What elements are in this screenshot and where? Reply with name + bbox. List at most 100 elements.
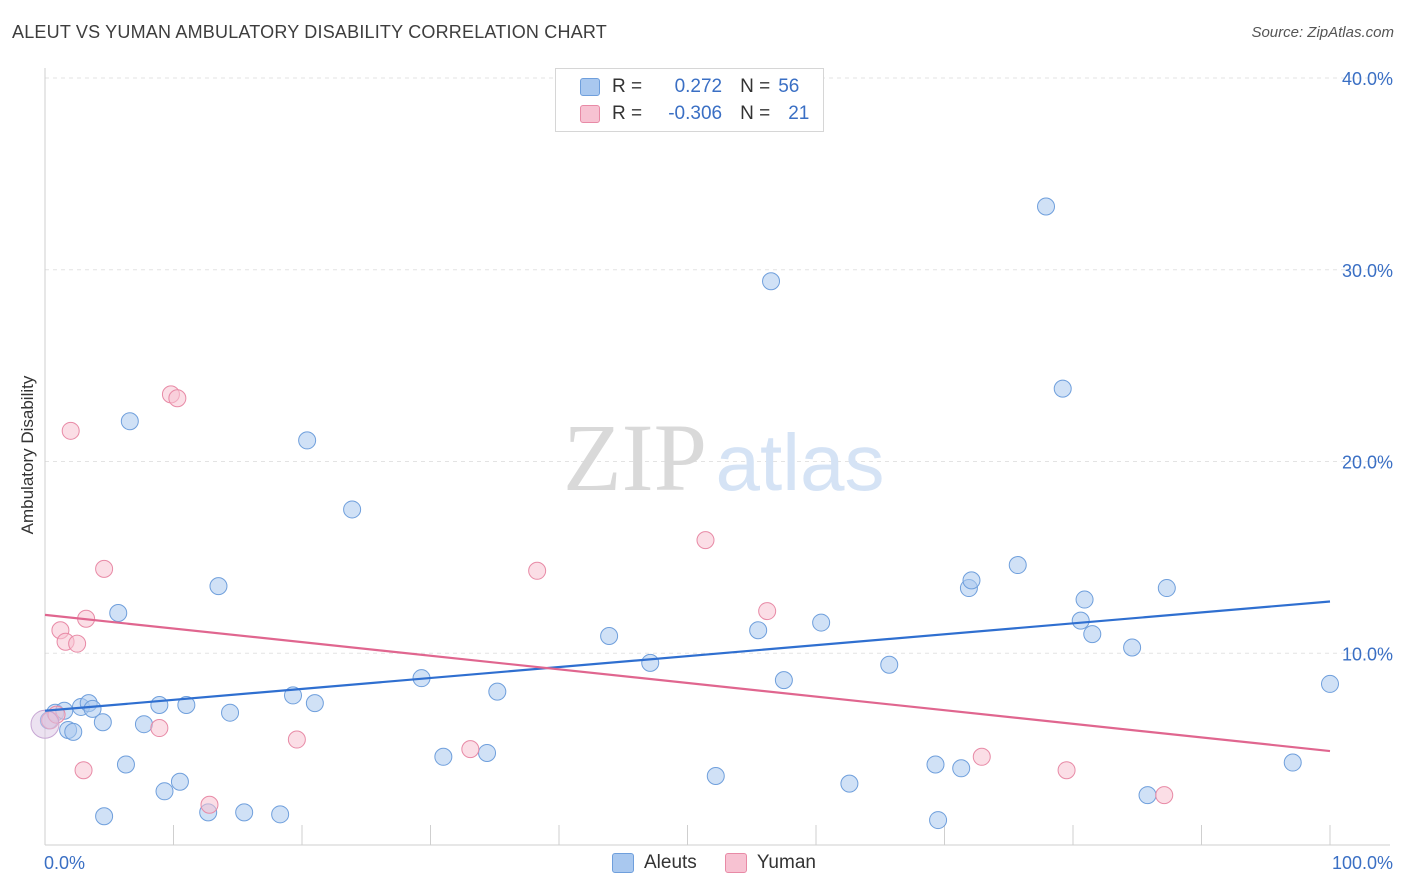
aleuts-point (434, 747, 453, 766)
aleuts-point (1123, 638, 1142, 657)
aleuts-point (221, 703, 240, 722)
aleuts-point (1283, 753, 1302, 772)
aleuts-point (762, 272, 781, 291)
y-tick-label: 30.0% (1342, 261, 1393, 281)
yuman-point (61, 421, 80, 440)
aleuts-point (962, 571, 981, 590)
cluster-point (30, 709, 60, 739)
aleuts-point (1075, 590, 1094, 609)
aleuts-point (150, 696, 169, 715)
aleuts-point (952, 759, 971, 778)
series-legend-aleuts: Aleuts (612, 852, 697, 874)
yuman-point (972, 747, 991, 766)
data-points (30, 197, 1339, 830)
aleuts-point (600, 626, 619, 645)
trend-lines (44, 600, 1331, 753)
aleuts-point (1071, 611, 1090, 630)
legend-swatch-yuman (580, 105, 600, 123)
aleuts-point (774, 671, 793, 690)
yuman-trend-line (44, 613, 1331, 753)
legend-n-label: N = (740, 76, 771, 97)
y-tick-label: 20.0% (1342, 453, 1393, 473)
aleuts-point (1008, 556, 1027, 575)
legend-r-label: R = (612, 76, 643, 97)
grid-lines (45, 77, 1390, 654)
yuman-point (696, 531, 715, 550)
yuman-point (1155, 786, 1174, 805)
yuman-point (150, 719, 169, 738)
legend-swatch-aleuts (580, 78, 600, 96)
aleuts-point (1321, 674, 1339, 693)
series-swatch-aleuts (612, 853, 634, 873)
legend-n-value: 21 (788, 103, 810, 124)
watermark: ZIP atlas (563, 404, 884, 511)
aleuts-point (177, 696, 196, 715)
legend-row-aleuts: R = 0.272 N = 56 (580, 75, 799, 99)
aleuts-point (1157, 579, 1176, 598)
aleuts-point (64, 722, 83, 741)
watermark-atlas: atlas (716, 418, 885, 507)
aleuts-point (926, 755, 945, 774)
aleuts-trend-line (44, 600, 1331, 712)
aleuts-point (155, 782, 174, 801)
aleuts-point (93, 713, 112, 732)
aleuts-point (749, 621, 768, 640)
legend-r-label: R = (612, 103, 643, 124)
aleuts-point (170, 772, 189, 791)
aleuts-point (109, 603, 128, 622)
x-tick-label-max: 100.0% (1332, 853, 1393, 873)
yuman-point (200, 795, 219, 814)
legend-r-value: 0.272 (674, 76, 723, 97)
series-legend: Aleuts Yuman (612, 852, 844, 874)
yuman-point (95, 559, 114, 578)
aleuts-point (120, 412, 139, 431)
yuman-point (68, 634, 87, 653)
aleuts-point (1138, 786, 1157, 805)
y-axis-label: Ambulatory Disability (18, 375, 37, 535)
aleuts-point (134, 715, 153, 734)
watermark-zip: ZIP (563, 404, 707, 511)
tick-labels: 10.0% 20.0% 30.0% 40.0% 0.0% 100.0% (44, 69, 1393, 873)
yuman-point (758, 602, 777, 621)
aleuts-point (271, 805, 290, 824)
series-name-yuman: Yuman (756, 852, 816, 873)
aleuts-point (116, 755, 135, 774)
source-label: Source: ZipAtlas.com (1251, 24, 1394, 41)
legend-n-value: 56 (778, 76, 800, 97)
aleuts-point (1083, 625, 1102, 644)
aleuts-point (488, 682, 507, 701)
aleuts-point (343, 500, 362, 519)
legend-row-yuman: R = -0.306 N = 21 (580, 102, 809, 126)
x-tick-label-min: 0.0% (44, 853, 85, 873)
aleuts-point (840, 774, 859, 793)
aleuts-point (298, 431, 317, 450)
aleuts-point (1037, 197, 1056, 216)
aleuts-point (706, 766, 725, 785)
series-swatch-yuman (724, 853, 747, 873)
chart-title: ALEUT VS YUMAN AMBULATORY DISABILITY COR… (12, 22, 607, 42)
aleuts-point (812, 613, 831, 632)
aleuts-point (929, 811, 948, 830)
legend-n-label: N = (740, 103, 771, 124)
series-name-aleuts: Aleuts (644, 852, 697, 873)
yuman-point (74, 761, 93, 780)
legend-r-value: -0.306 (668, 103, 723, 124)
aleuts-point (83, 699, 102, 718)
aleuts-point (95, 807, 114, 826)
aleuts-point (478, 743, 497, 762)
yuman-point (528, 561, 547, 580)
aleuts-point (209, 577, 228, 596)
series-legend-yuman: Yuman (724, 852, 816, 874)
aleuts-point (305, 694, 324, 713)
yuman-point (1057, 761, 1076, 780)
y-tick-label: 40.0% (1342, 69, 1393, 89)
aleuts-point (284, 686, 303, 705)
aleuts-point (235, 803, 254, 822)
aleuts-point (1053, 379, 1072, 398)
yuman-point (168, 389, 187, 408)
stats-legend: R = 0.272 N = 56 R = -0.306 N = 21 (555, 68, 824, 132)
yuman-point (461, 740, 480, 759)
aleuts-point (880, 655, 899, 674)
aleuts-point (641, 653, 660, 672)
